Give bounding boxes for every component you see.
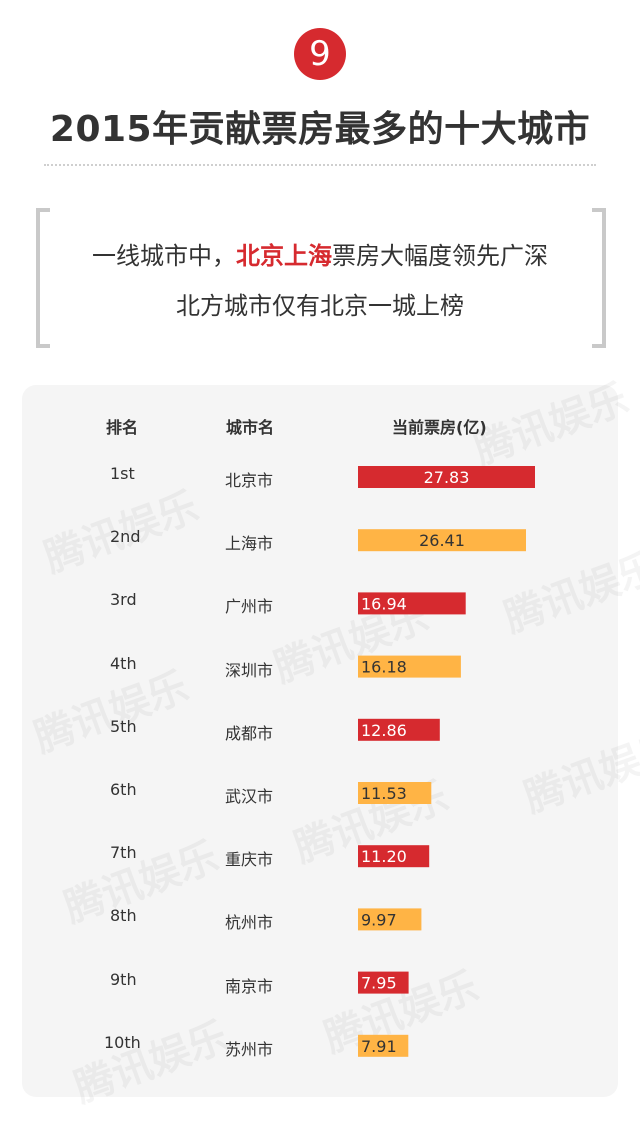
bar (358, 908, 422, 931)
right-bracket (592, 208, 606, 348)
page-title: 2015年贡献票房最多的十大城市 (49, 109, 591, 150)
rank-label: 10th (104, 1032, 141, 1052)
bar (358, 529, 526, 552)
bar-value-label: 11.20 (361, 847, 407, 866)
bar-value-label: 11.53 (361, 784, 407, 803)
rank-label: 6th (110, 780, 137, 799)
bar-value-label: 16.94 (361, 594, 407, 613)
subtitle-pre: 一线城市中， (92, 242, 236, 270)
bar (358, 655, 461, 678)
bar-value-label: 7.95 (361, 974, 397, 993)
bar-value-label: 26.41 (419, 531, 465, 550)
rank-label: 3rd (110, 590, 137, 610)
bar-value-label: 27.83 (424, 468, 470, 487)
city-label: 广州市 (225, 597, 274, 617)
city-label: 北京市 (225, 471, 274, 490)
bar (358, 592, 466, 615)
rank-label: 7th (110, 843, 137, 863)
bar-value-label: 7.91 (361, 1037, 397, 1056)
bar-value-label: 9.97 (361, 910, 397, 929)
city-label: 深圳市 (225, 660, 274, 680)
subtitle-line-2: 北方城市仅有北京一城上榜 (176, 292, 464, 320)
left-bracket (36, 208, 50, 348)
bar (358, 718, 440, 741)
bar-value-label: 12.86 (361, 721, 407, 740)
dotted-divider (44, 164, 596, 166)
rank-label: 2nd (110, 527, 141, 547)
bar (358, 1034, 409, 1057)
city-label: 南京市 (225, 976, 274, 996)
subtitle-highlight: 北京上海 (236, 242, 332, 270)
bar-value-label: 16.18 (361, 658, 407, 677)
rank-label: 5th (110, 716, 137, 736)
subtitle-post: 票房大幅度领先广深 (332, 242, 548, 270)
section-number-badge: 9 (294, 28, 346, 80)
city-label: 武汉市 (225, 787, 274, 806)
city-label: 成都市 (225, 723, 274, 743)
city-label: 上海市 (225, 534, 274, 554)
city-label: 苏州市 (225, 1039, 274, 1059)
city-label: 重庆市 (225, 850, 274, 870)
header-rank: 排名 (106, 418, 139, 437)
rank-label: 8th (110, 906, 137, 926)
header-city: 城市名 (226, 418, 275, 437)
rank-label: 9th (110, 969, 137, 989)
bar (358, 782, 432, 804)
bar (358, 971, 409, 994)
rank-label: 1st (110, 464, 135, 483)
rank-label: 4th (110, 653, 137, 673)
city-label: 杭州市 (225, 913, 274, 933)
header-box-office: 当前票房(亿) (392, 418, 487, 437)
subtitle-line-1: 一线城市中，北京上海票房大幅度领先广深 (0, 236, 640, 271)
bar (358, 845, 430, 868)
bar (358, 466, 535, 488)
ranking-panel (22, 385, 618, 1097)
